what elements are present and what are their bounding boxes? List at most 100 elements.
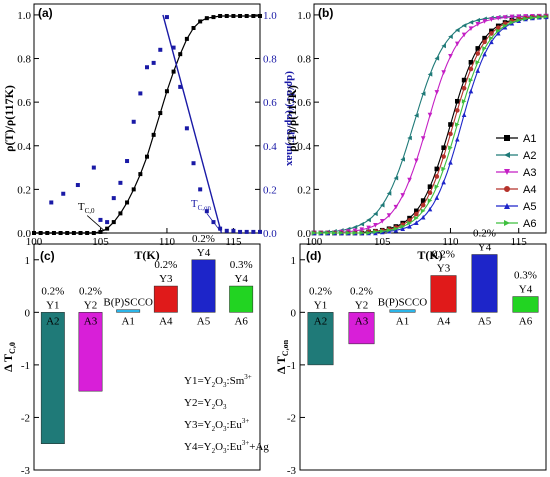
series-a4-point [434,174,440,179]
bar-percent-label: 0.2% [432,249,455,261]
dopant-legend-sub: 2 [212,381,216,389]
series-a6-point [454,122,460,127]
dopant-legend-line: Y1=Y2O3:Sm3+ [184,373,252,389]
x-tick-label: 105 [92,236,109,248]
series-resistivity-point [118,211,123,216]
bar-a4 [153,285,178,313]
legend-a2-label: A2 [523,150,536,162]
series-a1-point [461,77,467,83]
series-a5-point [407,224,412,229]
dopant-legend-line: Y4=Y2O3:Eu3++Ag [184,439,269,455]
series-resistivity-point [105,226,110,231]
y-tick-label: 0.6 [17,97,31,109]
series-derivative-point [224,228,229,233]
bar-percent-label: 0.2% [41,285,64,297]
y-axis-label: Δ TC,on [274,339,290,374]
series-a6-point [359,230,365,236]
x-axis-label: T(K) [417,248,442,262]
dopant-legend-sub: 2 [212,447,216,455]
series-a3-point [366,225,371,231]
series-derivative-point [258,229,262,234]
series-a2-point [414,113,419,118]
y-tick-label: 0.4 [297,141,311,153]
series-a1-point [448,122,453,127]
series-a4-point [461,85,467,91]
series-a2-point [373,211,378,217]
series-a3-point [489,17,494,22]
y-tick-label: -2 [21,412,30,424]
bar-category-label: A2 [46,315,59,327]
y-tick-label: 0.6 [297,97,311,109]
bar-dopant-label: Y2 [355,299,368,311]
series-a2-point [461,23,467,28]
series-resistivity-point [131,187,136,192]
series-a2-point [434,56,440,61]
tcon-fit-line [162,14,223,234]
series-a6-point [495,28,501,34]
bar-dopant-label: Y1 [46,299,59,311]
x-tick-label: 115 [225,236,242,248]
y-tick-label: -3 [21,465,31,477]
panel-a: (a) 100 105 110 115 0.0 0.2 0.4 0.6 0.8 1.0 0.0 0.2 0… [2,3,296,262]
panel-c: (c) -3 -2 -1 0 1 Δ TC,0 A2 Y1 0.2% A3 Y2 0.2% A1 B(P)S… [1,233,269,477]
series-resistivity-point [164,89,169,94]
series-a4-point [420,202,426,208]
y-tick-label: 0.8 [17,54,31,66]
y-tick-label: 0 [25,307,31,319]
series-a6-point [352,230,358,236]
series-a6-point [338,230,344,236]
y2-tick-label: 1.0 [263,10,277,22]
series-a6-point [345,230,351,236]
series-a2-point [454,27,460,33]
series-resistivity-point [158,111,163,116]
y-axis-label-sub: C,on [281,339,290,356]
series-a2-point [468,20,474,25]
series-a3-point [393,204,399,210]
series-a3-point [373,223,378,228]
dopant-legend-text: O [215,375,223,387]
series-a1-point [441,145,446,151]
bar-a2 [40,312,65,444]
series-a6-point [530,15,535,21]
series-a2-point [448,34,453,39]
series-a1-point [414,208,419,214]
series-derivative-point [204,209,209,214]
bar-dopant-label: Y4 [197,247,211,259]
series-a6-point [543,14,549,20]
legend-a5-marker [504,203,510,209]
bar-a5 [191,259,216,313]
series-resistivity-point [238,13,243,18]
series-a2-point [407,135,412,141]
series-a6-point [475,60,481,65]
series-a3-point [502,15,508,20]
y2-tick-label: 0.2 [263,184,277,196]
legend-a3-label: A3 [523,167,536,179]
series-resistivity-point [111,220,116,225]
series-a6-point [448,145,453,151]
series-resistivity-point [224,13,229,18]
y-tick-label: -3 [287,465,297,477]
series-a3-point [516,14,522,19]
plot-frame [33,3,261,234]
bar-category-label: A3 [84,315,98,327]
x-tick-label: 100 [306,236,323,248]
series-a5-point [448,160,453,165]
series-a5-point [393,227,399,233]
series-derivative-point [238,229,243,234]
series-a5-point [373,230,378,236]
series-a6-point [414,215,419,221]
plot-frame [299,243,547,471]
dopant-legend-line: Y2=Y2O3 [184,397,227,411]
dopant-legend-line: Y3=Y2O3:Eu3+ [184,417,249,433]
series-a2-point [359,221,365,227]
dopant-legend-text: Y3=Y [184,419,212,431]
series-a6-point [441,166,446,172]
series-a3-point [359,227,365,233]
series-resistivity-point [125,200,130,205]
series-a1-point [475,46,481,51]
series-a6-point [386,227,392,233]
series-a6-point [318,230,324,236]
series-a4-point [414,211,419,217]
series-derivative-point [125,159,130,164]
